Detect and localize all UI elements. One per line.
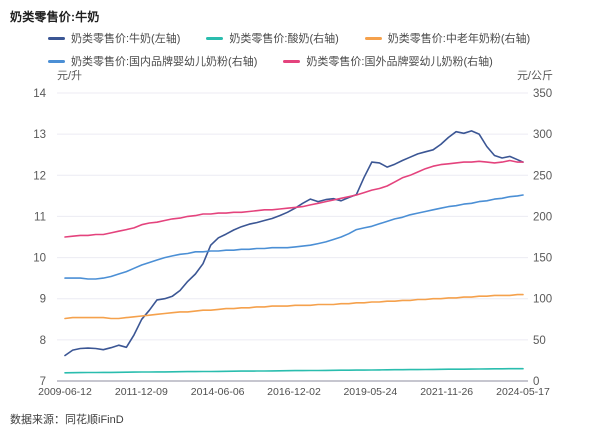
legend-item-yogurt[interactable]: 奶类零售价:酸奶(右轴) — [206, 30, 339, 46]
legend-item-senior-milk-powder[interactable]: 奶类零售价:中老年奶粉(右轴) — [364, 30, 531, 46]
legend-label: 奶类零售价:国外品牌婴幼儿奶粉(右轴) — [306, 56, 493, 68]
yogurt-line-swatch-icon — [206, 36, 224, 40]
chart-legend: 奶类零售价:牛奶(左轴) 奶类零售价:酸奶(右轴) 奶类零售价:中老年奶粉(右轴… — [48, 30, 568, 76]
left-axis-tick: 13 — [33, 129, 46, 141]
left-axis-tick: 10 — [33, 253, 46, 265]
x-axis-tick: 2009-06-12 — [38, 386, 92, 398]
x-axis-tick: 2021-11-26 — [420, 386, 473, 398]
left-axis-tick: 8 — [40, 335, 46, 347]
x-axis-tick: 2024-05-17 — [496, 386, 550, 398]
x-axis-tick: 2019-05-24 — [343, 386, 397, 398]
left-axis-tick: 12 — [33, 170, 46, 182]
legend-label: 奶类零售价:牛奶(左轴) — [71, 33, 181, 45]
left-axis-unit: 元/升 — [57, 70, 83, 82]
x-axis-tick: 2016-12-02 — [267, 386, 321, 398]
page-title: 奶类零售价:牛奶 — [10, 10, 100, 24]
x-axis-tick: 2014-06-06 — [191, 386, 245, 398]
legend-item-milk[interactable]: 奶类零售价:牛奶(左轴) — [48, 30, 180, 46]
left-axis-tick: 14 — [33, 88, 46, 100]
left-axis-tick: 7 — [40, 376, 46, 388]
legend-item-domestic-infant-formula[interactable]: 奶类零售价:国内品牌婴幼儿奶粉(右轴) — [48, 53, 257, 69]
left-axis-tick: 11 — [34, 211, 46, 223]
series-line-1 — [64, 367, 524, 374]
legend-label: 奶类零售价:国内品牌婴幼儿奶粉(右轴) — [71, 56, 258, 68]
right-axis-tick: 300 — [533, 129, 552, 141]
domestic-formula-line-swatch-icon — [48, 59, 65, 63]
legend-row-1: 奶类零售价:牛奶(左轴) 奶类零售价:酸奶(右轴) 奶类零售价:中老年奶粉(右轴… — [48, 30, 568, 46]
right-axis-unit: 元/公斤 — [516, 70, 553, 82]
x-axis-tick: 2011-12-09 — [115, 386, 168, 398]
legend-item-foreign-infant-formula[interactable]: 奶类零售价:国外品牌婴幼儿奶粉(右轴) — [283, 53, 493, 69]
senior-powder-line-swatch-icon — [364, 36, 382, 40]
right-axis-tick: 150 — [533, 253, 552, 265]
right-axis-tick: 100 — [533, 294, 552, 306]
right-axis-tick: 50 — [533, 335, 546, 347]
left-axis-tick: 9 — [40, 294, 46, 306]
right-axis-tick: 200 — [533, 211, 552, 223]
legend-row-2: 奶类零售价:国内品牌婴幼儿奶粉(右轴) 奶类零售价:国外品牌婴幼儿奶粉(右轴) — [48, 53, 568, 69]
right-axis-tick: 0 — [533, 376, 539, 388]
right-axis-tick: 350 — [533, 88, 552, 100]
series-line-3 — [64, 194, 524, 280]
series-line-4 — [64, 159, 524, 238]
foreign-formula-line-swatch-icon — [283, 59, 301, 63]
series-line-2 — [64, 293, 524, 320]
series-line-0 — [64, 130, 524, 357]
milk-line-swatch-icon — [48, 36, 65, 40]
legend-label: 奶类零售价:中老年奶粉(右轴) — [387, 33, 531, 45]
data-source-note: 数据来源：同花顺iFinD — [10, 414, 124, 426]
legend-label: 奶类零售价:酸奶(右轴) — [229, 33, 339, 45]
right-axis-tick: 250 — [533, 170, 552, 182]
